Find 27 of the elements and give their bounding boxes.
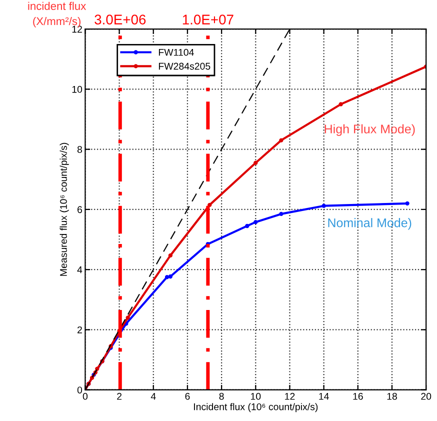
y-tick-label: 2 — [78, 326, 82, 334]
y-tick-label: 12 — [72, 26, 82, 33]
legend-label: FW1104 — [158, 48, 194, 56]
x-tick-label: 10 — [250, 392, 261, 400]
annotation: High Flux Mode) — [324, 124, 415, 136]
x-tick-label: 16 — [353, 392, 363, 400]
x-tick-label: 6 — [185, 392, 190, 400]
y-tick-label: 4 — [77, 266, 82, 274]
y-tick-label: 10 — [72, 86, 82, 93]
x-tick-label: 18 — [387, 392, 397, 400]
ref-line-label: 3.0E+06 — [94, 14, 146, 24]
x-tick-label: 8 — [219, 392, 224, 400]
x-tick-label: 4 — [150, 392, 156, 400]
annotation: Nominal Mode) — [328, 218, 412, 230]
x-tick-label: 14 — [319, 392, 329, 400]
text: incident flux (X/mm²/s) — [28, 2, 86, 28]
legend-label: FW284s205 — [158, 62, 210, 70]
x-tick-label: 20 — [421, 392, 432, 400]
x-tick-label: 0 — [82, 392, 88, 400]
y-tick-label: 8 — [77, 146, 82, 153]
y-axis-title: Measured flux (10⁶ count/pix/s) — [60, 142, 69, 276]
x-axis-title: Incident flux (10⁶ count/pix/s) — [194, 403, 318, 412]
x-tick-label: 2 — [117, 392, 122, 400]
y-tick-label: 0 — [77, 386, 82, 394]
ref-line-label: 1.0E+07 — [182, 14, 234, 24]
y-tick-label: 6 — [78, 206, 82, 214]
x-tick-label: 12 — [285, 392, 295, 400]
